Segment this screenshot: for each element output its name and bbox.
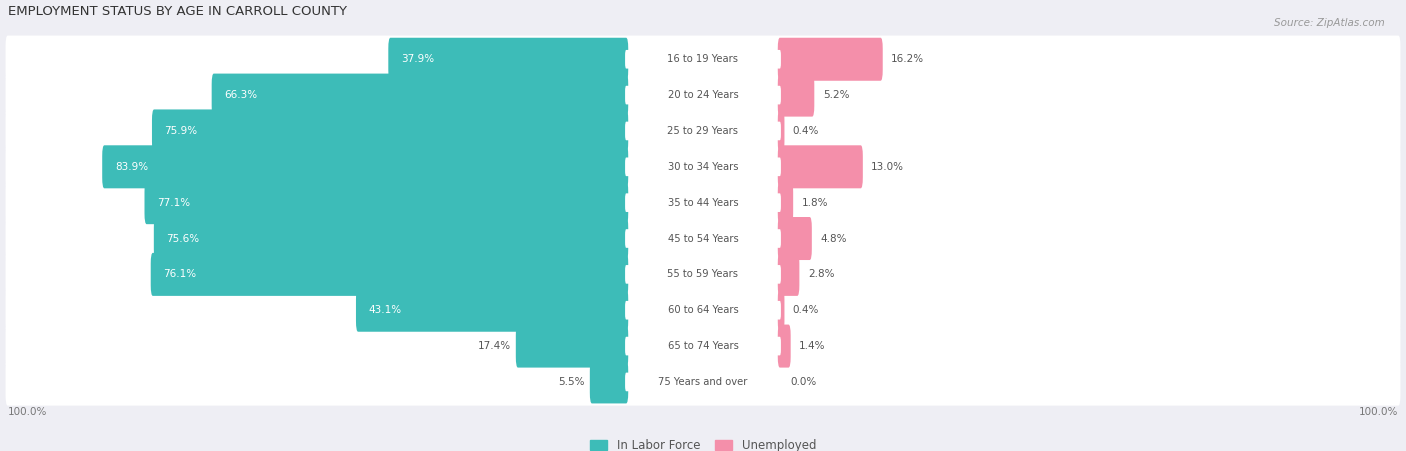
FancyBboxPatch shape [626,50,780,69]
FancyBboxPatch shape [6,107,1400,155]
FancyBboxPatch shape [6,322,1400,370]
Text: 4.8%: 4.8% [820,234,846,244]
Text: 35 to 44 Years: 35 to 44 Years [668,198,738,207]
FancyBboxPatch shape [778,181,793,224]
Text: 75.6%: 75.6% [166,234,200,244]
Text: 75.9%: 75.9% [165,126,198,136]
Text: 1.4%: 1.4% [799,341,825,351]
FancyBboxPatch shape [626,122,780,140]
FancyBboxPatch shape [778,38,883,81]
FancyBboxPatch shape [6,179,1400,226]
Text: 43.1%: 43.1% [368,305,402,315]
Text: 37.9%: 37.9% [401,54,434,64]
FancyBboxPatch shape [626,337,780,355]
FancyBboxPatch shape [356,289,628,332]
Text: 83.9%: 83.9% [115,162,148,172]
FancyBboxPatch shape [6,215,1400,262]
Text: 65 to 74 Years: 65 to 74 Years [668,341,738,351]
Text: 20 to 24 Years: 20 to 24 Years [668,90,738,100]
FancyBboxPatch shape [778,289,785,332]
Text: 100.0%: 100.0% [1360,407,1399,418]
FancyBboxPatch shape [103,145,628,189]
Text: 16.2%: 16.2% [891,54,924,64]
Text: 16 to 19 Years: 16 to 19 Years [668,54,738,64]
Text: 75 Years and over: 75 Years and over [658,377,748,387]
Text: 77.1%: 77.1% [157,198,190,207]
FancyBboxPatch shape [152,110,628,152]
FancyBboxPatch shape [778,74,814,117]
FancyBboxPatch shape [591,360,628,404]
FancyBboxPatch shape [153,217,628,260]
FancyBboxPatch shape [6,286,1400,334]
FancyBboxPatch shape [388,38,628,81]
FancyBboxPatch shape [212,74,628,117]
Legend: In Labor Force, Unemployed: In Labor Force, Unemployed [589,439,817,451]
Text: 13.0%: 13.0% [872,162,904,172]
Text: 55 to 59 Years: 55 to 59 Years [668,269,738,279]
FancyBboxPatch shape [626,265,780,284]
FancyBboxPatch shape [626,373,780,391]
Text: 2.8%: 2.8% [808,269,834,279]
FancyBboxPatch shape [6,251,1400,298]
FancyBboxPatch shape [778,325,790,368]
Text: 5.2%: 5.2% [823,90,849,100]
Text: 5.5%: 5.5% [558,377,585,387]
FancyBboxPatch shape [778,253,800,296]
Text: 60 to 64 Years: 60 to 64 Years [668,305,738,315]
FancyBboxPatch shape [626,193,780,212]
Text: 45 to 54 Years: 45 to 54 Years [668,234,738,244]
FancyBboxPatch shape [6,71,1400,119]
FancyBboxPatch shape [626,229,780,248]
Text: 76.1%: 76.1% [163,269,197,279]
FancyBboxPatch shape [150,253,628,296]
Text: Source: ZipAtlas.com: Source: ZipAtlas.com [1274,18,1385,28]
FancyBboxPatch shape [516,325,628,368]
Text: 17.4%: 17.4% [478,341,510,351]
FancyBboxPatch shape [6,143,1400,190]
Text: 1.8%: 1.8% [801,198,828,207]
FancyBboxPatch shape [626,301,780,320]
Text: 30 to 34 Years: 30 to 34 Years [668,162,738,172]
Text: 66.3%: 66.3% [224,90,257,100]
Text: 100.0%: 100.0% [7,407,46,418]
FancyBboxPatch shape [778,145,863,189]
Text: 25 to 29 Years: 25 to 29 Years [668,126,738,136]
FancyBboxPatch shape [778,217,811,260]
FancyBboxPatch shape [626,157,780,176]
FancyBboxPatch shape [6,36,1400,83]
FancyBboxPatch shape [145,181,628,224]
Text: EMPLOYMENT STATUS BY AGE IN CARROLL COUNTY: EMPLOYMENT STATUS BY AGE IN CARROLL COUN… [7,5,347,18]
Text: 0.4%: 0.4% [793,305,820,315]
FancyBboxPatch shape [626,86,780,105]
Text: 0.4%: 0.4% [793,126,820,136]
FancyBboxPatch shape [778,110,785,152]
Text: 0.0%: 0.0% [790,377,817,387]
FancyBboxPatch shape [6,358,1400,405]
